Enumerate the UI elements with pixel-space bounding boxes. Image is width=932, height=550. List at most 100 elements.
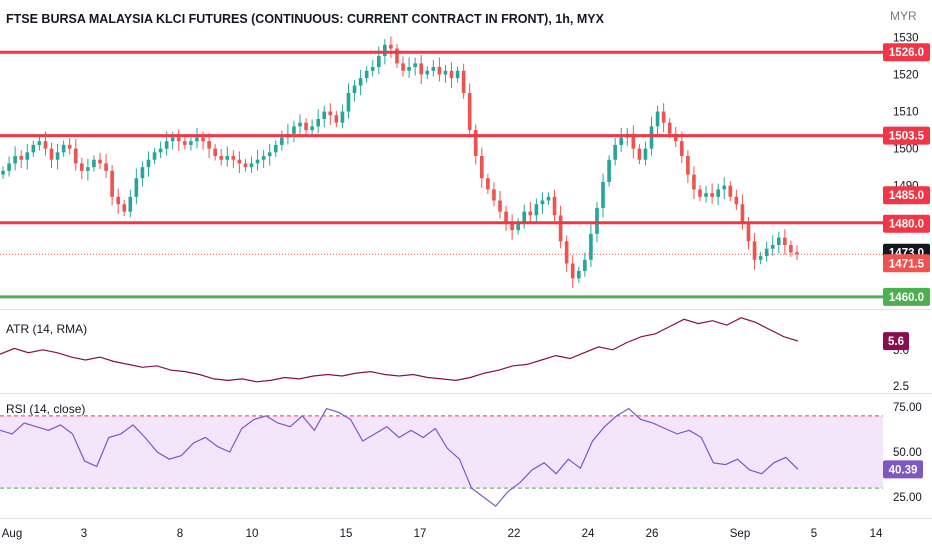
price-level-badge-text: 1480.0 — [889, 219, 924, 231]
candle-body — [698, 189, 702, 197]
candle-body — [522, 211, 527, 223]
candle-body — [752, 241, 757, 260]
candle-body — [607, 159, 611, 182]
price-tick-label: 1530 — [893, 32, 919, 44]
time-tick-label: 22 — [508, 528, 521, 540]
candle-body — [201, 137, 205, 142]
candle-body — [104, 163, 108, 171]
price-level-badge-text: 1485.0 — [889, 190, 924, 202]
candle-body — [340, 111, 345, 123]
candle-body — [425, 70, 430, 75]
candle-body — [280, 137, 284, 145]
candle-body — [498, 200, 502, 212]
candle-body — [564, 241, 569, 264]
candle-body — [19, 156, 24, 160]
time-tick-label: Aug — [2, 528, 22, 540]
candle-body — [189, 141, 193, 145]
candle-body — [764, 248, 769, 257]
candle-body — [273, 144, 278, 153]
candle-body — [164, 141, 169, 149]
candle-body — [473, 130, 478, 157]
candle-body — [231, 156, 236, 160]
rsi-series-line — [0, 407, 799, 508]
candle-body — [467, 93, 472, 131]
price-level-badge — [883, 287, 930, 306]
candle-body — [255, 159, 260, 164]
candle-body — [207, 141, 211, 149]
rsi-pane[interactable] — [0, 407, 883, 508]
candle-body — [716, 189, 720, 197]
candle-body — [310, 126, 314, 131]
candle-body — [595, 207, 599, 234]
candle-body — [455, 70, 460, 79]
candle-body — [637, 148, 642, 160]
candle-body — [480, 156, 484, 179]
candle-body — [176, 137, 181, 142]
candle-body — [1, 170, 5, 175]
candle-body — [722, 185, 727, 190]
candle-body — [213, 148, 217, 157]
candle-body — [601, 181, 605, 208]
time-tick-label: 24 — [582, 528, 595, 540]
candle-body — [122, 204, 127, 212]
candle-body — [261, 156, 266, 160]
candle-body — [686, 156, 690, 175]
candle-body — [643, 148, 648, 160]
candle-body — [413, 63, 417, 68]
rsi-band-fill — [0, 415, 883, 489]
candle-body — [146, 159, 151, 168]
candle-body — [776, 237, 781, 245]
atr-series-line — [0, 317, 799, 383]
candle-body — [98, 159, 102, 164]
candle-body — [80, 163, 84, 171]
candle-body — [352, 85, 357, 94]
candle-body — [225, 156, 230, 160]
candle-body — [449, 70, 454, 79]
candle-body — [219, 156, 224, 160]
time-tick-label: 8 — [177, 528, 183, 540]
candle-body — [25, 152, 30, 160]
candle-body — [783, 237, 787, 245]
candle-body — [528, 211, 533, 216]
candle-body — [631, 133, 636, 149]
candle-body — [31, 144, 36, 153]
candle-body — [249, 163, 254, 168]
candle-body — [401, 63, 405, 71]
atr-pane[interactable] — [0, 317, 799, 383]
candle-body — [655, 111, 660, 127]
price-level-badge-text: 1460.0 — [889, 292, 924, 304]
candle-body — [728, 185, 733, 197]
candle-body — [546, 196, 551, 201]
time-tick-label: 5 — [811, 528, 817, 540]
candle-body — [704, 193, 708, 197]
candle-body — [267, 152, 272, 157]
candle-body — [661, 111, 666, 123]
candle-body — [570, 263, 575, 279]
price-tick-label: 1520 — [893, 69, 919, 81]
candle-body — [758, 256, 763, 260]
candle-body — [461, 70, 466, 94]
candle-body — [395, 48, 399, 64]
candle-body — [183, 141, 187, 145]
atr-value-badge — [883, 332, 909, 351]
candle-body — [13, 156, 17, 164]
candle-body — [370, 67, 375, 71]
candle-body — [37, 141, 42, 145]
candle-body — [680, 141, 684, 157]
time-tick-label: 26 — [646, 528, 659, 540]
candle-body — [558, 215, 563, 242]
rsi-tick-label: 75.00 — [893, 402, 922, 414]
candle-body — [789, 244, 793, 253]
price-pane[interactable] — [0, 36, 883, 299]
atr-value-badge-text: 5.6 — [888, 336, 904, 348]
chart-title: FTSE BURSA MALAYSIA KLCI FUTURES (CONTIN… — [6, 12, 605, 26]
price-level-badge — [883, 43, 930, 62]
candle-body — [316, 118, 320, 127]
candle-body — [134, 178, 139, 197]
candle-body — [304, 122, 308, 131]
candle-body — [328, 111, 333, 116]
candle-body — [795, 252, 799, 255]
candle-body — [195, 137, 199, 142]
candle-body — [292, 126, 296, 134]
